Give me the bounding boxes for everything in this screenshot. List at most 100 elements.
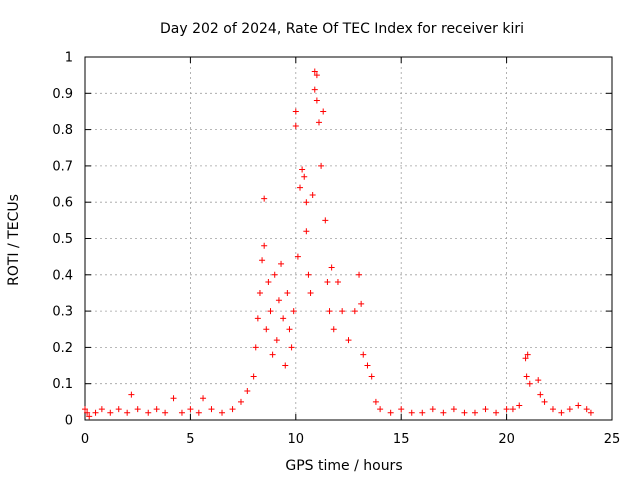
data-point [377,406,384,413]
y-tick-label: 0.2 [52,341,73,356]
data-point [587,409,594,416]
data-point [482,406,489,413]
data-point [290,308,297,315]
data-point [558,409,565,416]
data-point [195,409,202,416]
data-point [208,406,215,413]
data-point [503,406,510,413]
data-points [82,68,594,420]
data-point [292,108,299,115]
data-point [292,122,299,129]
y-tick-label: 0.4 [52,268,73,283]
data-point [522,355,529,362]
data-point [575,402,582,409]
data-point [303,228,310,235]
data-point [345,337,352,344]
data-point [450,406,457,413]
data-point [330,326,337,333]
data-point [387,409,394,416]
data-point [313,72,320,79]
y-tick-label: 0 [65,414,73,429]
data-point [288,344,295,351]
data-point [162,409,169,416]
y-tick-label: 0.6 [52,196,73,211]
data-point [229,406,236,413]
data-point [320,108,327,115]
y-tick-label: 0.5 [52,232,73,247]
data-point [84,409,91,416]
data-point [368,373,375,380]
data-point [461,409,468,416]
data-point [267,308,274,315]
tick-marks [84,56,613,421]
data-point [549,406,556,413]
data-point [583,406,590,413]
data-point [509,406,516,413]
data-point [419,409,426,416]
data-point [269,351,276,358]
data-point [334,279,341,286]
data-point [115,406,122,413]
data-point [566,406,573,413]
x-tick-label: 15 [393,432,410,447]
x-tick-labels: 0 5 10 15 20 25 [81,432,620,447]
data-point [82,406,88,413]
data-point [301,173,308,180]
data-point [356,271,363,278]
data-point [372,398,379,405]
data-point [526,380,533,387]
data-point [170,395,177,402]
y-axis-title: ROTI / TECUs [6,194,22,286]
data-point [187,406,194,413]
data-point [315,119,322,126]
data-point [273,337,280,344]
data-point [256,289,263,296]
data-point [263,326,270,333]
y-tick-label: 0.8 [52,123,73,138]
data-point [351,308,358,315]
data-point [408,409,415,416]
x-tick-label: 10 [288,432,305,447]
data-point [124,409,131,416]
data-point [92,409,99,416]
data-point [303,199,310,206]
data-point [98,406,105,413]
data-point [280,315,287,322]
data-point [259,257,266,264]
data-point [145,409,152,416]
data-point [358,300,365,307]
data-point [516,402,523,409]
data-point [261,195,268,202]
data-point [134,406,141,413]
x-axis-title: GPS time / hours [285,458,402,474]
data-point [271,271,278,278]
data-point [535,377,542,384]
data-point [541,398,548,405]
data-point [252,344,259,351]
data-point [440,409,447,416]
data-point [429,406,436,413]
data-point [153,406,160,413]
data-point [86,413,93,420]
plot-frame [84,56,613,421]
data-point [254,315,261,322]
data-point [244,387,251,394]
data-point [261,242,268,249]
data-point [305,271,312,278]
x-tick-label: 20 [498,432,515,447]
y-tick-label: 0.7 [52,159,73,174]
data-point [328,264,335,271]
data-point [322,217,329,224]
data-point [265,279,272,286]
data-point [471,409,478,416]
data-point [128,391,135,398]
data-point [107,409,114,416]
data-point [339,308,346,315]
y-tick-label: 0.1 [52,377,73,392]
data-point [523,373,530,380]
data-point [524,351,531,358]
y-tick-label: 0.9 [52,87,73,102]
data-point [294,253,301,260]
data-point [282,362,289,369]
data-point [299,166,306,173]
